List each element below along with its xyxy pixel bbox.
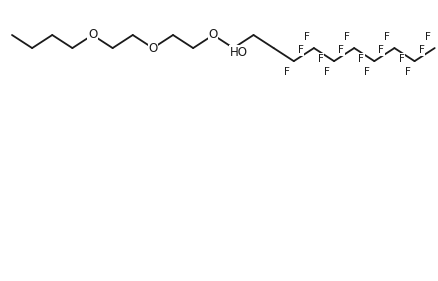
Text: HO: HO [230,46,247,58]
Text: F: F [419,45,424,55]
Text: O: O [148,42,158,55]
Text: F: F [344,32,350,42]
Text: F: F [399,54,404,64]
Text: O: O [208,28,218,42]
Text: O: O [88,28,97,42]
Text: F: F [304,32,310,42]
Text: F: F [378,45,384,55]
Text: F: F [318,54,324,64]
Text: F: F [385,32,390,42]
Text: F: F [358,54,364,64]
Text: F: F [338,45,344,55]
Text: F: F [298,45,304,55]
Text: F: F [324,67,330,77]
Text: F: F [425,32,431,42]
Text: F: F [364,67,370,77]
Text: F: F [284,67,290,77]
Text: F: F [405,67,410,77]
